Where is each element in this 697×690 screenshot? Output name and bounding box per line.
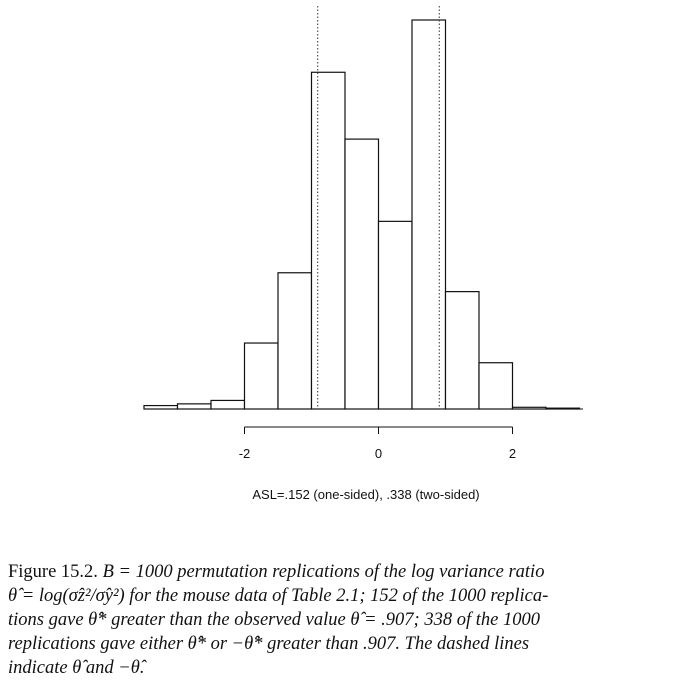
caption-line-5: indicate θ̂ and −θ̂. — [8, 658, 145, 678]
histogram-bar-10 — [478, 362, 514, 410]
caption-line-1: Figure 15.2. B = 1000 permutation replic… — [8, 560, 692, 584]
histogram-bar-4 — [277, 272, 313, 410]
histogram-bar-7 — [377, 220, 413, 410]
caption-text-1: B = 1000 permutation replications of the… — [102, 562, 545, 582]
histogram-bar-1 — [176, 403, 212, 410]
histogram-bar-3 — [243, 342, 279, 410]
histogram-bar-2 — [210, 399, 246, 410]
histogram-chart: -2 0 2 ASL=.152 (one-sided), .338 (two-sid… — [143, 6, 583, 502]
histogram-bar-9 — [444, 291, 480, 410]
caption-line-2: θ̂ = log(σ̂z²/σ̂y²) for the mouse data o… — [8, 586, 549, 606]
histogram-bars — [143, 19, 581, 410]
histogram-bar-5 — [310, 71, 346, 410]
figure-caption: Figure 15.2. B = 1000 permutation replic… — [8, 560, 692, 680]
dashed-reference-lines — [317, 6, 440, 409]
histogram-bar-6 — [344, 138, 380, 410]
x-tick-label-2: 2 — [509, 446, 516, 461]
x-tick-label-0: -2 — [239, 446, 251, 461]
histogram-bar-8 — [411, 19, 447, 410]
caption-label: Figure 15.2. — [8, 562, 98, 582]
x-axis-label: ASL=.152 (one-sided), .338 (two-sided) — [252, 487, 479, 502]
caption-line-4: replications gave either θ̂* or −θ̂* gre… — [8, 634, 530, 654]
histogram-bar-0 — [143, 404, 179, 410]
x-axis: -2 0 2 — [239, 426, 516, 461]
x-tick-label-1: 0 — [375, 446, 382, 461]
caption-line-3: tions gave θ̂* greater than the observed… — [8, 610, 540, 630]
